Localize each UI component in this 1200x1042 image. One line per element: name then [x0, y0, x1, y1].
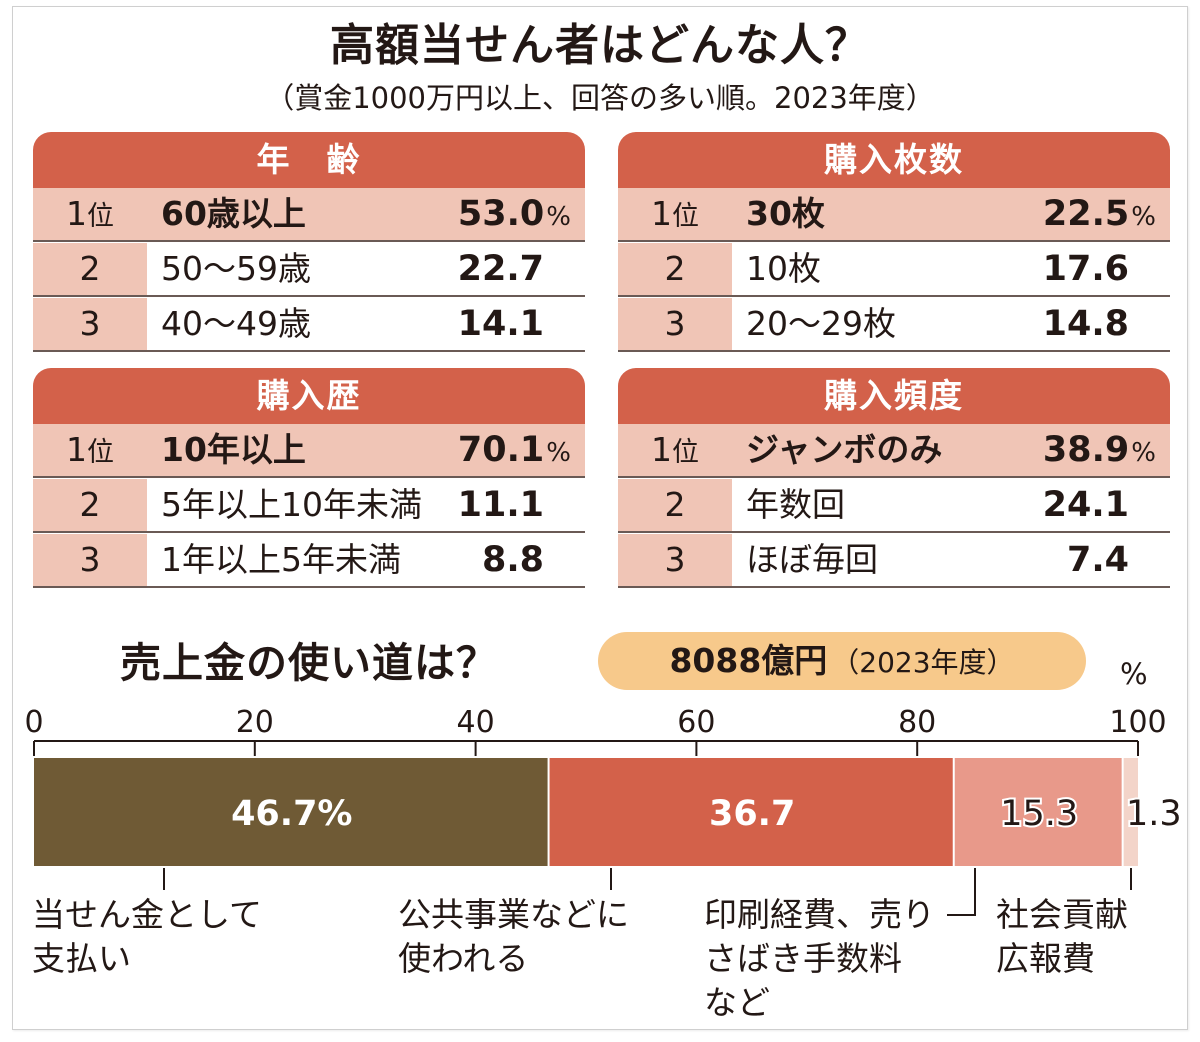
ranking-row: 1位 ジャンボのみ 38.9%: [618, 424, 1170, 478]
ranking-panel-title: 購入頻度: [618, 368, 1170, 424]
x-tick-label: 40: [457, 705, 495, 740]
x-tick-label: 80: [898, 705, 936, 740]
rank-label: 40～49歳: [161, 304, 311, 343]
rank-label: 10年以上: [161, 430, 306, 469]
rank-number: 1位: [618, 424, 732, 476]
rank-value: 22.5%: [1042, 194, 1156, 234]
ranking-panel: 購入歴 1位 10年以上 70.1% 2 5年以上10年未満 11.1 3 1年以上5年未満 8.…: [33, 368, 585, 590]
rank-value: 24.1: [1042, 485, 1129, 525]
usage-title: 売上金の使い道は？: [120, 639, 498, 687]
leader-line: [947, 868, 976, 916]
rank-label: 50～59歳: [161, 249, 311, 288]
rank-label: 60歳以上: [161, 194, 306, 233]
rank-value: 7.4: [1066, 540, 1129, 580]
rank-label: 年数回: [746, 485, 845, 524]
rank-value: 8.8: [481, 540, 544, 580]
ranking-row: 2 年数回 24.1: [618, 479, 1170, 533]
rank-value: 53.0%: [457, 194, 571, 234]
bar-segment: [549, 758, 953, 866]
rank-number: 2: [618, 243, 732, 295]
rank-value: 70.1%: [457, 430, 571, 470]
ranking-row: 2 10枚 17.6: [618, 243, 1170, 297]
bar-segment: [954, 758, 1122, 866]
ranking-row: 3 1年以上5年未満 8.8: [33, 534, 585, 588]
rank-number: 3: [618, 534, 732, 586]
bar-segment: [34, 758, 548, 866]
bar-value-label: 36.7: [709, 794, 795, 834]
rank-number: 2: [33, 243, 147, 295]
rank-number: 2: [618, 479, 732, 531]
legend-label: 公共事業などに 使われる: [398, 895, 629, 978]
total-sales-amount: 8088億円: [669, 641, 828, 680]
ranking-row: 2 5年以上10年未満 11.1: [33, 479, 585, 533]
rank-label: 20～29枚: [746, 304, 896, 343]
rank-number: 2: [33, 479, 147, 531]
rank-number: 1位: [618, 188, 732, 240]
bar-value-label: 15.3: [1000, 794, 1078, 834]
x-tick-label: 100: [1109, 705, 1166, 740]
rank-number: 1位: [33, 188, 147, 240]
rank-value: 17.6: [1042, 249, 1129, 289]
ranking-panel: 購入枚数 1位 30枚 22.5% 2 10枚 17.6 3 20～29枚 14.8: [618, 132, 1170, 354]
legend-label: 社会貢献 広報費: [996, 895, 1128, 978]
rank-number: 3: [33, 298, 147, 350]
bar-value-label: 46.7%: [231, 794, 352, 834]
bar-segment: [1123, 758, 1138, 866]
bar-value-label: 1.3: [1126, 794, 1182, 834]
rank-value: 14.8: [1042, 304, 1129, 344]
rank-number: 3: [33, 534, 147, 586]
rank-label: 5年以上10年未満: [161, 485, 422, 524]
ranking-panel-title: 年 齢: [33, 132, 585, 188]
ranking-panel: 年 齢 1位 60歳以上 53.0% 2 50～59歳 22.7 3 40～49歳 14.1: [33, 132, 585, 354]
total-sales-year: （2023年度）: [831, 646, 1015, 679]
ranking-row: 1位 60歳以上 53.0%: [33, 188, 585, 242]
ranking-row: 2 50～59歳 22.7: [33, 243, 585, 297]
rank-label: ジャンボのみ: [746, 430, 943, 469]
ranking-panel-title: 購入歴: [33, 368, 585, 424]
page-title: 高額当せん者はどんな人？: [330, 20, 870, 71]
x-tick-label: 20: [236, 705, 274, 740]
rank-number: 1位: [33, 424, 147, 476]
ranking-row: 1位 30枚 22.5%: [618, 188, 1170, 242]
rank-label: 10枚: [746, 249, 821, 288]
ranking-panel: 購入頻度 1位 ジャンボのみ 38.9% 2 年数回 24.1 3 ほぼ毎回 7.4: [618, 368, 1170, 590]
rank-label: 1年以上5年未満: [161, 540, 401, 579]
legend-label: 印刷経費、売り さばき手数料 など: [704, 895, 935, 1022]
ranking-row: 1位 10年以上 70.1%: [33, 424, 585, 478]
ranking-panel-title: 購入枚数: [618, 132, 1170, 188]
ranking-row: 3 ほぼ毎回 7.4: [618, 534, 1170, 588]
legend-label: 当せん金として 支払い: [32, 895, 263, 978]
rank-label: 30枚: [746, 194, 825, 233]
ranking-row: 3 20～29枚 14.8: [618, 298, 1170, 352]
rank-label: ほぼ毎回: [746, 540, 878, 579]
total-sales-pill: 8088億円 （2023年度）: [598, 632, 1086, 690]
rank-number: 3: [618, 298, 732, 350]
ranking-row: 3 40～49歳 14.1: [33, 298, 585, 352]
rank-value: 38.9%: [1042, 430, 1156, 470]
page-subtitle: （賞金1000万円以上、回答の多い順。2023年度）: [265, 81, 935, 115]
x-tick-label: 60: [677, 705, 715, 740]
rank-value: 11.1: [457, 485, 544, 525]
x-tick-label: 0: [24, 705, 43, 740]
rank-value: 22.7: [457, 249, 544, 289]
axis-unit: %: [1120, 657, 1148, 691]
rank-value: 14.1: [457, 304, 544, 344]
